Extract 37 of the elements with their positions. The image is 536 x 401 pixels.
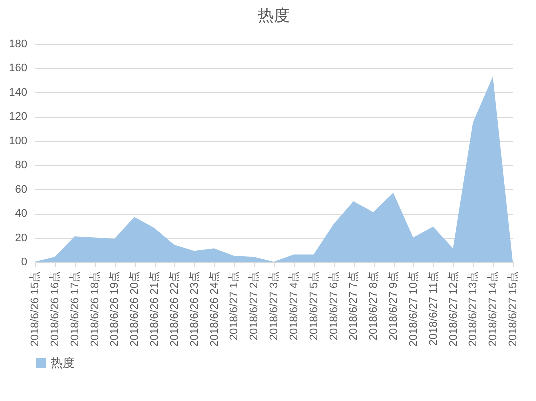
x-tick-label: 2018/6/26 18点 — [88, 272, 102, 347]
x-tick-label: 2018/6/27 8点 — [367, 272, 380, 341]
chart-title: 热度 — [258, 7, 290, 25]
x-tick-label: 2018/6/27 13点 — [466, 272, 480, 347]
x-tick-label: 2018/6/26 22点 — [168, 272, 181, 347]
legend-label: 热度 — [51, 356, 75, 370]
y-tick-label: 140 — [9, 86, 28, 99]
x-tick-label: 2018/6/27 1点 — [228, 272, 241, 341]
y-tick-label: 0 — [21, 256, 28, 268]
x-tick-label: 2018/6/27 6点 — [327, 272, 340, 341]
x-tick-label: 2018/6/26 17点 — [68, 272, 82, 347]
x-tick-label: 2018/6/27 15点 — [506, 272, 520, 347]
y-tick-label: 160 — [9, 62, 28, 75]
x-tick-label: 2018/6/26 16点 — [48, 272, 62, 347]
x-tick-label: 2018/6/26 21点 — [148, 272, 161, 347]
x-tick-label: 2018/6/26 20点 — [128, 272, 142, 347]
x-tick-label: 2018/6/26 15点 — [28, 272, 42, 347]
x-tick-label: 2018/6/27 5点 — [307, 272, 320, 341]
y-tick-label: 180 — [9, 38, 28, 50]
x-tick-label: 2018/6/27 11点 — [426, 272, 440, 346]
x-tick-label: 2018/6/27 3点 — [268, 272, 280, 341]
x-tick-label: 2018/6/27 7点 — [347, 272, 360, 341]
x-tick-label: 2018/6/26 23点 — [188, 272, 201, 347]
x-tick-label: 2018/6/27 14点 — [486, 272, 500, 347]
x-tick-label: 2018/6/27 2点 — [248, 272, 261, 341]
x-tick-label: 2018/6/27 4点 — [287, 272, 300, 341]
y-tick-label: 120 — [9, 111, 28, 124]
x-tick-label: 2018/6/27 9点 — [387, 272, 400, 341]
y-tick-label: 20 — [15, 232, 28, 244]
y-tick-label: 80 — [15, 160, 28, 172]
y-tick-label: 40 — [15, 208, 28, 220]
y-tick-label: 100 — [9, 135, 28, 148]
x-tick-label: 2018/6/27 12点 — [446, 272, 460, 347]
x-tick-label: 2018/6/26 19点 — [108, 272, 122, 347]
x-tick-label: 2018/6/27 10点 — [406, 272, 420, 347]
x-tick-label: 2018/6/26 24点 — [208, 272, 221, 347]
y-tick-label: 60 — [15, 184, 28, 196]
